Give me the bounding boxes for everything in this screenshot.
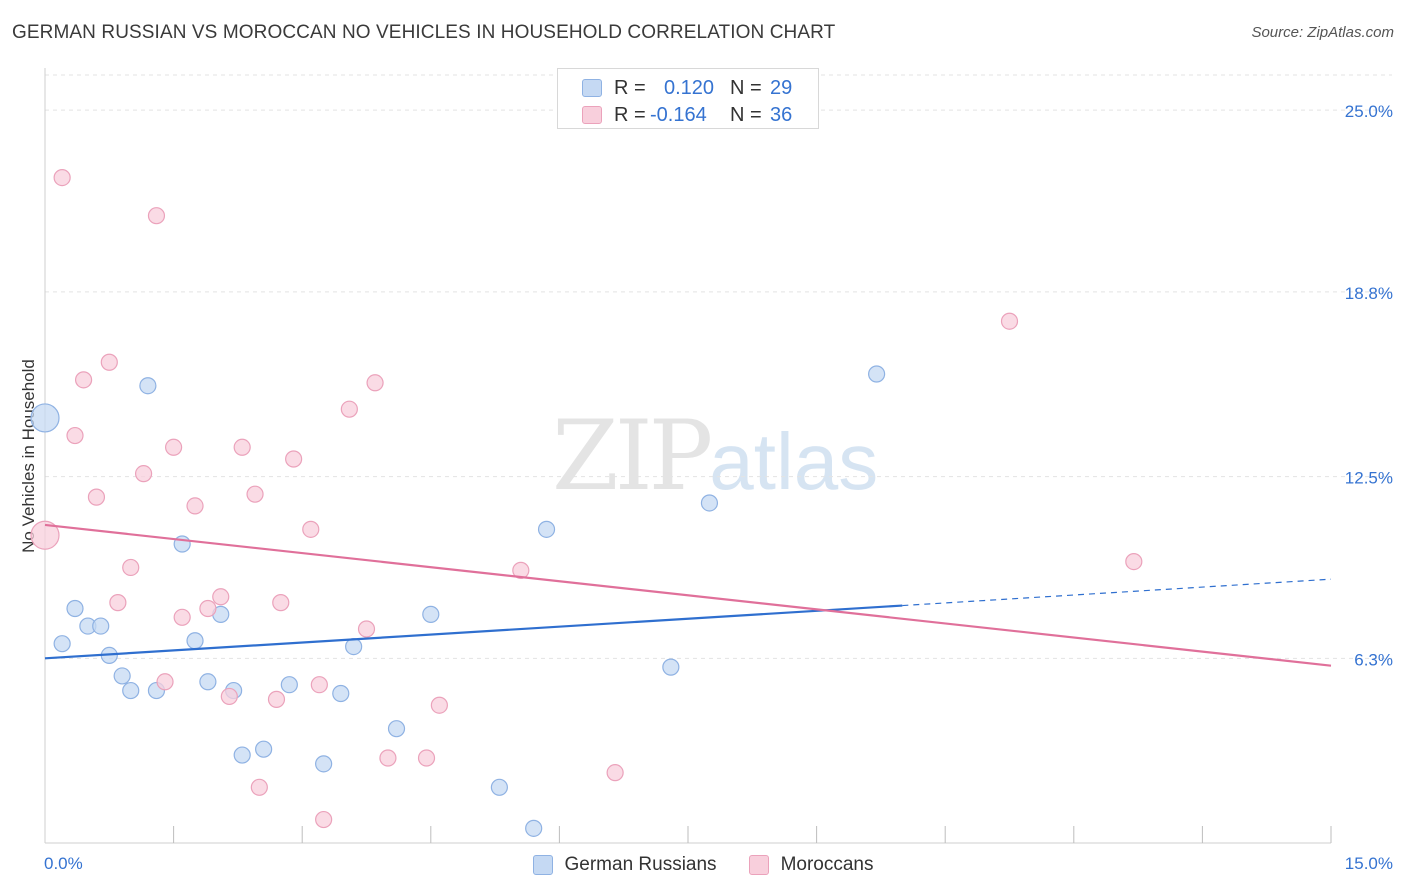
trendline-german-russians <box>44 604 903 660</box>
r-label: R = <box>614 103 646 126</box>
legend-series: German Russians Moroccans <box>0 852 1406 878</box>
point-german-russians <box>537 520 556 538</box>
point-moroccans <box>173 608 191 626</box>
source-label: Source: ZipAtlas.com <box>1251 24 1394 41</box>
point-german-russians <box>490 778 508 796</box>
n-value: 29 <box>770 76 793 99</box>
legend-swatch-pink <box>748 855 769 875</box>
legend-item-moroccans[interactable]: Moroccans <box>748 854 874 876</box>
x-tick-label: 15.0% <box>1345 854 1393 873</box>
legend-row-german-russians: R = 0.120 N = 29 <box>582 75 792 101</box>
r-label: R = <box>614 76 646 99</box>
point-moroccans <box>134 465 153 483</box>
legend-label: Moroccans <box>780 854 874 875</box>
point-german-russians <box>332 684 350 703</box>
point-moroccans <box>1000 312 1019 330</box>
point-moroccans <box>606 764 624 782</box>
y-axis-label: No Vehicles in Household <box>19 359 38 553</box>
point-german-russians <box>868 365 886 383</box>
point-moroccans <box>147 207 166 225</box>
point-moroccans <box>74 371 93 389</box>
point-german-russians <box>53 635 71 653</box>
point-german-russians <box>92 617 110 635</box>
legend-swatch-pink <box>582 106 602 124</box>
trendline-german-russians-extension <box>902 578 1332 607</box>
point-moroccans <box>250 778 268 796</box>
point-moroccans <box>340 400 358 418</box>
point-moroccans <box>53 168 71 187</box>
point-moroccans <box>122 558 140 577</box>
point-german-russians <box>186 632 204 650</box>
point-moroccans <box>417 749 436 767</box>
point-german-russians <box>255 740 273 758</box>
n-label: N = <box>730 103 762 126</box>
watermark: ZIPatlas <box>552 400 878 512</box>
trendline-moroccans <box>44 523 1332 667</box>
point-moroccans <box>302 520 320 538</box>
point-german-russians <box>122 681 140 700</box>
point-moroccans <box>109 594 127 612</box>
point-german-russians <box>422 605 440 623</box>
point-german-russians <box>525 819 543 837</box>
point-moroccans <box>156 673 174 691</box>
point-moroccans <box>87 488 106 506</box>
point-german-russians <box>700 494 719 512</box>
point-moroccans <box>512 561 530 579</box>
legend-label: German Russians <box>564 854 717 875</box>
point-german-russians <box>345 638 363 656</box>
y-tick-label: 25.0% <box>1345 102 1393 121</box>
point-moroccans <box>315 810 333 829</box>
watermark-zip: ZIP <box>552 400 713 512</box>
y-tick-label: 6.3% <box>1354 650 1393 669</box>
point-german-russians <box>199 673 217 691</box>
point-moroccans <box>285 450 303 468</box>
point-german-russians <box>30 403 60 433</box>
point-moroccans <box>233 438 251 456</box>
point-moroccans <box>212 588 230 606</box>
point-german-russians <box>139 377 157 395</box>
point-moroccans <box>366 374 384 392</box>
point-moroccans <box>357 620 376 638</box>
n-value: 36 <box>770 103 793 126</box>
chart-title: GERMAN RUSSIAN VS MOROCCAN NO VEHICLES I… <box>12 22 836 43</box>
point-moroccans <box>186 497 204 515</box>
point-german-russians <box>662 658 680 676</box>
point-german-russians <box>113 667 131 685</box>
x-tick-label: 0.0% <box>44 854 83 873</box>
r-value: -0.164 <box>650 103 707 126</box>
point-moroccans <box>267 690 286 708</box>
r-value: 0.120 <box>664 76 715 99</box>
legend-swatch-blue <box>582 79 602 97</box>
legend-stats: R = 0.120 N = 29 R = -0.164 N = 36 <box>557 68 819 129</box>
point-german-russians <box>66 599 84 618</box>
point-moroccans <box>220 687 238 706</box>
point-moroccans <box>430 696 448 714</box>
watermark-atlas: atlas <box>709 417 879 506</box>
point-german-russians <box>387 720 406 738</box>
point-german-russians <box>233 746 251 764</box>
point-moroccans <box>1125 552 1143 571</box>
legend-row-moroccans: R = -0.164 N = 36 <box>582 102 792 128</box>
y-tick-label: 18.8% <box>1345 284 1393 303</box>
point-moroccans <box>310 676 328 694</box>
point-moroccans <box>272 594 290 612</box>
point-moroccans <box>199 599 217 618</box>
legend-swatch-blue <box>532 855 553 875</box>
point-german-russians <box>315 755 333 773</box>
point-moroccans <box>30 520 60 550</box>
point-moroccans <box>100 353 118 371</box>
point-moroccans <box>246 485 264 503</box>
legend-item-german-russians[interactable]: German Russians <box>532 854 717 876</box>
point-moroccans <box>165 438 183 456</box>
point-moroccans <box>66 426 84 445</box>
point-german-russians <box>280 676 298 694</box>
point-moroccans <box>379 749 397 767</box>
n-label: N = <box>730 76 762 99</box>
y-tick-label: 12.5% <box>1345 469 1393 488</box>
